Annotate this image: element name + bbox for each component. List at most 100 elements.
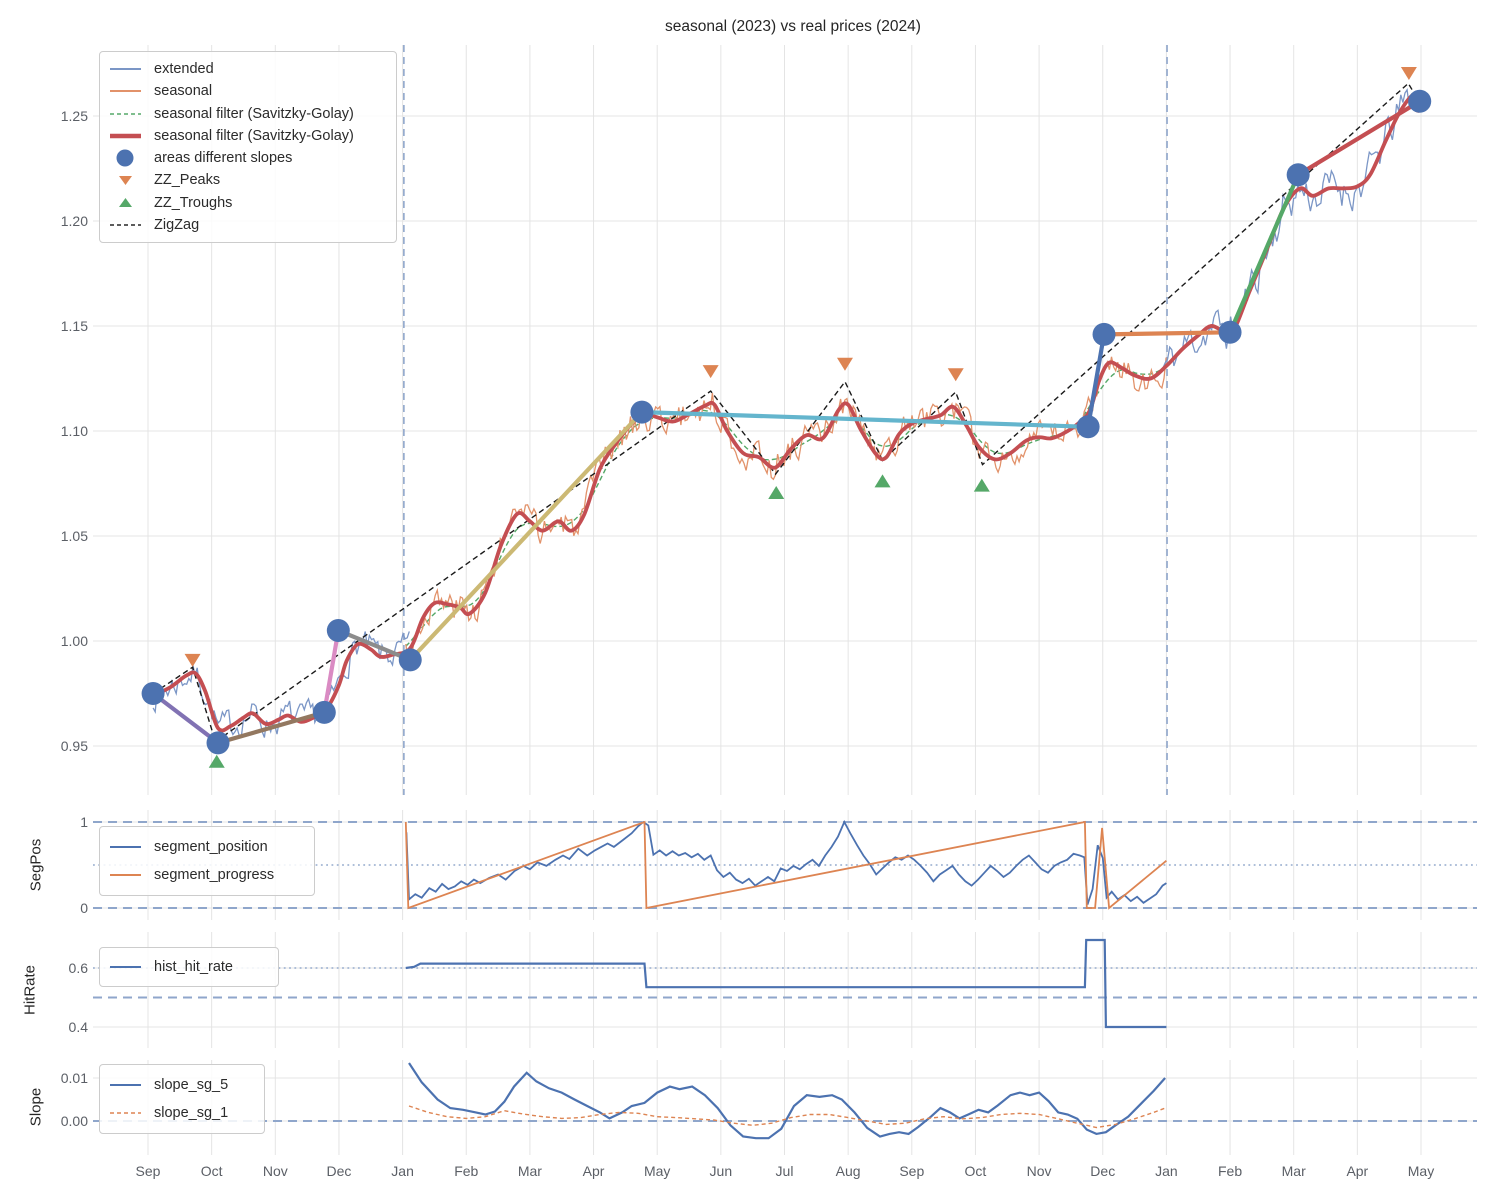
slope-area-marker (1076, 415, 1100, 439)
series-seasonal-filter-green (405, 366, 1167, 647)
series-segment_position (405, 819, 1167, 905)
legend-item: segment_position (108, 838, 304, 856)
x-tick-label: Aug (835, 1163, 861, 1179)
x-tick-label: Mar (1281, 1163, 1306, 1179)
zz-peak-marker (184, 653, 201, 667)
legend-label: segment_position (154, 839, 268, 855)
y-tick-label: 0.6 (68, 960, 88, 976)
series-hist_hit_rate (405, 938, 1167, 1029)
x-tick-label: Oct (200, 1163, 223, 1179)
legend-line-icon (110, 874, 141, 876)
series-slope_sg_5 (408, 1062, 1166, 1140)
legend-item: ZZ_Troughs (108, 194, 386, 212)
legend-label: ZZ_Peaks (154, 172, 221, 189)
hitrate-legend: hist_hit_rate (99, 947, 279, 987)
slope-segment (1101, 330, 1233, 337)
x-tick-label: Oct (964, 1163, 987, 1179)
x-tick-label: Feb (454, 1163, 479, 1179)
y-tick-label: 0.01 (60, 1070, 88, 1086)
y-tick-label: 1.20 (60, 213, 88, 229)
main-legend: extended seasonal seasonal filter (Savitzk… (99, 51, 397, 243)
legend-item: extended (108, 60, 386, 78)
y-tick-label: 0.00 (60, 1113, 88, 1129)
slope-segment (322, 628, 341, 715)
y-tick-label: 0.95 (60, 738, 88, 754)
legend-tri-down-icon (119, 176, 132, 186)
x-tick-label: Mar (517, 1163, 542, 1179)
x-tick-label: Sep (135, 1163, 161, 1179)
x-tick-label: Dec (326, 1163, 352, 1179)
y-tick-label: 1.15 (60, 318, 88, 334)
legend-line-icon (110, 846, 141, 848)
slope-area-marker (206, 731, 230, 755)
legend-circle-icon (116, 149, 134, 167)
zz-trough-marker (208, 754, 225, 768)
slope-area-marker (326, 619, 350, 642)
legend-label: slope_sg_1 (154, 1105, 229, 1121)
slope-segment (1296, 99, 1422, 177)
legend-item: slope_sg_5 (108, 1076, 254, 1094)
legend-item: areas different slopes (108, 149, 386, 167)
slope-segment (1086, 332, 1107, 429)
slope-area-marker (1286, 163, 1310, 187)
segpos-axis-label: SegPos (27, 838, 45, 892)
legend-label: seasonal filter (Savitzky-Golay) (154, 127, 354, 144)
series-slope_sg_1 (408, 1105, 1166, 1129)
x-tick-label: Sep (899, 1163, 925, 1179)
segpos-legend: segment_position segment_progress (99, 826, 315, 896)
legend-dashed-icon (110, 1112, 141, 1114)
legend-item: ZigZag (108, 216, 386, 234)
series-zigzag (152, 82, 1418, 743)
zz-trough-marker (768, 485, 785, 499)
slope-segment (336, 628, 413, 663)
legend-item: seasonal filter (Savitzky-Golay) (108, 127, 386, 145)
slope-area-marker (630, 400, 654, 424)
slope-segment (150, 691, 221, 745)
legend-dashed-icon (110, 112, 141, 115)
x-tick-label: May (643, 1163, 671, 1179)
x-tick-label: Jul (775, 1163, 794, 1179)
series-extended (1160, 87, 1421, 370)
legend-label: extended (154, 61, 214, 78)
x-tick-label: Jun (709, 1163, 733, 1179)
y-tick-label: 1.10 (60, 423, 88, 439)
series-segment_progress (404, 820, 1167, 910)
legend-label: hist_hit_rate (154, 959, 233, 975)
legend-label: segment_progress (154, 867, 275, 883)
legend-line-icon (110, 68, 141, 71)
zz-peak-marker (1400, 66, 1417, 80)
slope-area-marker (1218, 320, 1242, 344)
legend-item: seasonal filter (Savitzky-Golay) (108, 105, 386, 123)
legend-thick-icon (110, 133, 141, 139)
slope-segment (639, 410, 1091, 429)
x-tick-label: Jan (1155, 1163, 1178, 1179)
y-tick-label: 1.05 (60, 528, 88, 544)
legend-tri-up-icon (119, 197, 132, 207)
x-tick-label: Apr (582, 1163, 605, 1179)
x-tick-label: Jan (391, 1163, 414, 1179)
y-tick-label: 0 (80, 900, 88, 916)
slope-area-marker (312, 700, 336, 724)
legend-label: ZZ_Troughs (154, 194, 233, 211)
x-tick-label: Feb (1217, 1163, 1243, 1179)
slope-area-marker (398, 648, 422, 672)
x-tick-label: Dec (1090, 1163, 1116, 1179)
legend-label: slope_sg_5 (154, 1077, 229, 1093)
y-tick-label: 1 (80, 814, 88, 830)
y-tick-label: 0.4 (68, 1019, 88, 1035)
slope-area-marker (1092, 322, 1116, 346)
legend-item: seasonal (108, 82, 386, 100)
series-seasonal (405, 356, 1167, 660)
legend-line-icon (110, 90, 141, 93)
legend-line-icon (110, 1084, 141, 1086)
legend-label: seasonal filter (Savitzky-Golay) (154, 105, 354, 122)
slope-segment (408, 410, 645, 663)
zz-trough-marker (973, 478, 990, 492)
x-tick-label: Nov (262, 1163, 288, 1179)
slope-segment (1227, 172, 1301, 335)
legend-label: seasonal (154, 83, 213, 100)
x-tick-label: Nov (1026, 1163, 1052, 1179)
legend-item: ZZ_Peaks (108, 171, 386, 189)
